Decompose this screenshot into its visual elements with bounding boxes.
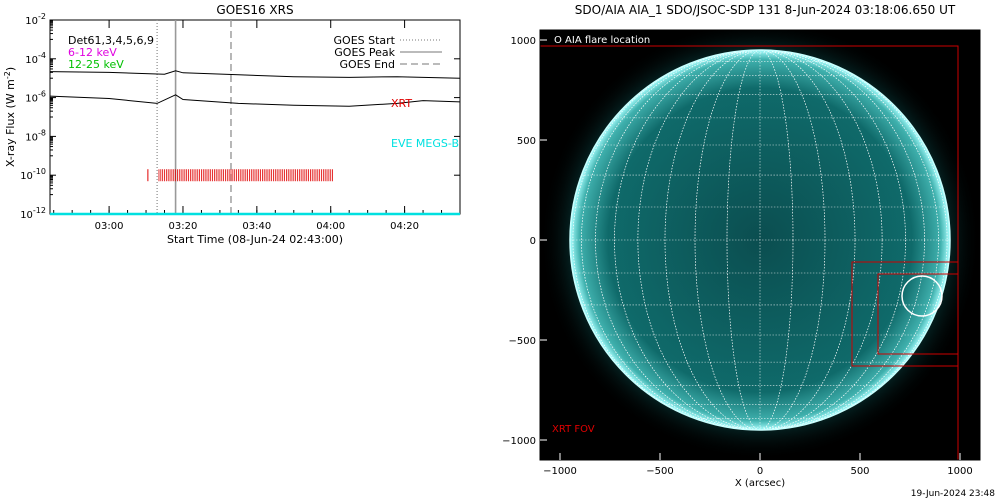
- aia-y-tick-label: 500: [517, 136, 536, 147]
- aia-x-tick-label: −500: [646, 466, 673, 477]
- aia-image-plot: SDO/AIA AIA_1 SDO/JSOC-SDP 131 8-Jun-202…: [502, 3, 981, 489]
- goes-y-tick-label: 10-8: [25, 128, 46, 143]
- grid-longitude: [694, 50, 826, 430]
- aia-x-tick-label: −1000: [543, 466, 577, 477]
- aia-y-tick-label: 0: [530, 236, 536, 247]
- flare-legend: O AIA flare location: [554, 35, 650, 46]
- aia-title: SDO/AIA AIA_1 SDO/JSOC-SDP 131 8-Jun-202…: [575, 3, 956, 17]
- goes-series: [49, 70, 461, 216]
- grid-longitude: [726, 50, 794, 430]
- goes-event-markers: [156, 20, 232, 214]
- xrt-observation-ticks: [147, 169, 333, 182]
- legend-12-25kev: 12-25 keV: [68, 58, 124, 71]
- goes-x-tick-label: 03:40: [242, 221, 271, 232]
- legend-goes-end: GOES End: [339, 58, 395, 71]
- goes-y-tick-label: 10-4: [25, 51, 46, 66]
- series-goes-0-5-4-a: [49, 94, 461, 107]
- legend-detectors: Det61,3,4,5,6,9: [68, 34, 154, 47]
- xrt-label: XRT: [391, 97, 412, 110]
- xrt-fov-boxes: [540, 45, 959, 460]
- goes-xrs-plot: GOES16 XRS 10-12 10-10 10-8 10-6 10-4 10-2 03…: [3, 3, 461, 246]
- aia-y-tick-label: −1000: [502, 436, 536, 447]
- goes-x-tick-label: 03:00: [95, 221, 124, 232]
- grid-longitude: [581, 50, 939, 430]
- grid-longitude: [572, 50, 948, 430]
- aia-y-tick-label: −500: [509, 336, 536, 347]
- legend-goes-start: GOES Start: [334, 34, 396, 47]
- grid-longitude: [664, 50, 856, 430]
- goes-x-tick-label: 04:00: [316, 221, 345, 232]
- legend-goes-peak: GOES Peak: [334, 46, 395, 59]
- aia-x-tick-label: 1000: [947, 466, 972, 477]
- goes-x-tick-label: 04:20: [390, 221, 419, 232]
- goes-y-tick-label: 10-10: [20, 167, 46, 182]
- grid-longitude: [637, 50, 883, 430]
- legend-6-12kev: 6-12 keV: [68, 46, 117, 59]
- goes-y-tick-label: 10-12: [20, 206, 46, 221]
- goes-x-axis-label: Start Time (08-Jun-24 02:43:00): [167, 233, 343, 246]
- aia-y-tick-label: 1000: [511, 36, 536, 47]
- goes-y-axis: 10-12 10-10 10-8 10-6 10-4 10-2: [20, 12, 460, 221]
- goes-y-tick-label: 10-6: [25, 90, 46, 105]
- aia-x-axis-label: X (arcsec): [735, 478, 785, 489]
- goes-y-tick-label: 10-2: [25, 12, 46, 27]
- xrt-fov-box: [877, 273, 959, 355]
- solar-limb: [569, 49, 951, 431]
- series-goes-1-8-a: [49, 70, 461, 79]
- goes-x-tick-label: 03:20: [169, 221, 198, 232]
- fov-label: XRT FOV: [552, 424, 595, 435]
- xrt-fov-box: [540, 45, 959, 460]
- aia-axes: −1000 −500 0 500 1000 −1000 −500 0 500 1000: [502, 36, 973, 477]
- flare-location-circle: [901, 275, 943, 317]
- aia-x-tick-label: 0: [757, 466, 763, 477]
- goes-y-axis-label: X-ray Flux (W m-2): [3, 67, 17, 167]
- heliographic-grid: [570, 50, 950, 430]
- grid-longitude: [614, 50, 906, 430]
- eve-label: EVE MEGS-B: [391, 137, 459, 150]
- aia-x-tick-label: 500: [850, 466, 869, 477]
- goes-x-axis: 03:00 03:20 03:40 04:00 04:20: [53, 20, 461, 232]
- goes-title: GOES16 XRS: [216, 3, 293, 17]
- footer-timestamp: 19-Jun-2024 23:48: [911, 489, 995, 499]
